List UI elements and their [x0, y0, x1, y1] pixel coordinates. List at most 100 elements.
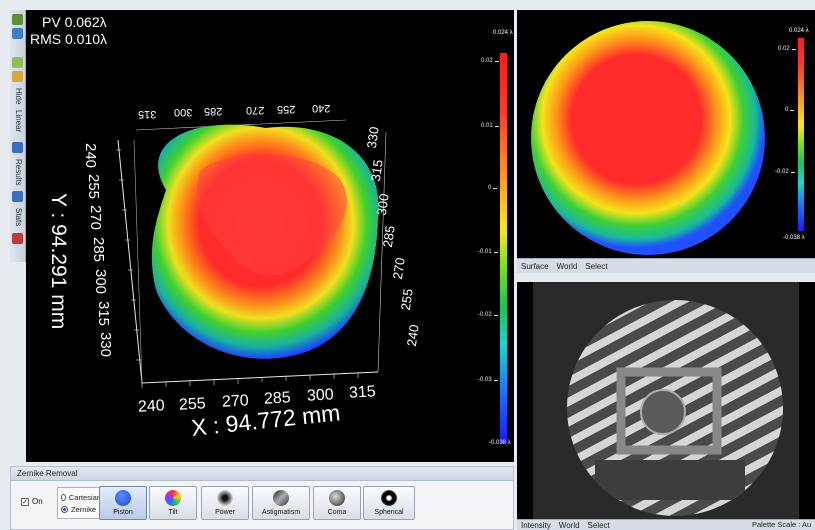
main-colorbar-tick: 0 — [488, 185, 499, 191]
radio-cartesian-label: Cartesian — [68, 492, 101, 502]
top-tick-label: 315 — [138, 108, 157, 120]
surface-3d-plot — [116, 119, 387, 388]
tilt-icon — [165, 490, 181, 506]
main-colorbar — [500, 53, 507, 443]
intensity-view[interactable] — [517, 282, 815, 519]
zernike-piston-button[interactable]: Piston — [99, 486, 147, 520]
piston-icon — [115, 490, 131, 506]
rms-value: RMS 0.010λ — [30, 31, 108, 47]
main-colorbar-tick: -0.02 — [478, 312, 498, 318]
zernike-coma-button[interactable]: Coma — [313, 486, 361, 520]
zernike-power-button[interactable]: Power — [201, 486, 249, 520]
y-tick-label: 255 — [85, 173, 103, 200]
view-2d-icon[interactable] — [12, 28, 23, 39]
main-colorbar-tick: 0.01 — [481, 123, 499, 129]
tab-world[interactable]: World — [556, 261, 578, 271]
zernike-astigmatism-button[interactable]: Astigmatism — [252, 486, 310, 520]
coma-icon — [329, 490, 345, 506]
top-tick-label: 270 — [246, 104, 265, 116]
surface-colorbar-tick: 0.02 — [778, 46, 796, 52]
tab-world[interactable]: World — [558, 520, 580, 530]
right-tick-label: 300 — [373, 192, 392, 217]
x-tick-label: 255 — [178, 395, 207, 414]
chart-icon[interactable] — [12, 232, 23, 244]
main-colorbar-tick: -0.01 — [478, 249, 498, 255]
radio-cartesian[interactable]: Cartesian — [61, 491, 101, 503]
left-vertical-toolbar: Hide Linear Results Stats — [10, 10, 26, 262]
piston-label: Piston — [113, 509, 133, 516]
right-tick-label: 255 — [397, 287, 416, 312]
y-tick-label: 270 — [87, 204, 105, 231]
surface-colorbar-tick: 0 — [785, 107, 796, 113]
pv-rms-readout: PV 0.062λ RMS 0.010λ — [30, 14, 107, 48]
tab-intensity[interactable]: Intensity — [521, 520, 551, 530]
astigmatism-label: Astigmatism — [261, 509, 301, 516]
coma-label: Coma — [327, 509, 347, 516]
top-tick-label: 300 — [174, 106, 193, 118]
tab-select[interactable]: Select — [587, 520, 610, 530]
surface-tabbar: Surface World Select — [517, 258, 815, 273]
grid-icon[interactable] — [12, 57, 23, 68]
toolbar-results[interactable]: Results — [14, 158, 23, 186]
main-colorbar-bottom-label: -0.038 λ — [489, 440, 511, 446]
surface-colorbar-top-label: 0.024 λ — [789, 28, 809, 34]
tab-surface[interactable]: Surface — [521, 261, 549, 271]
checkbox-box[interactable]: ✓ — [21, 497, 29, 506]
zernike-panel-title: Zernike Removal — [11, 467, 513, 481]
y-axis-title: Y : 94.291 mm — [47, 193, 70, 330]
surface-2d-map — [531, 21, 765, 255]
zernike-tilt-button[interactable]: Tilt — [149, 486, 197, 520]
intensity-tabbar: Intensity World Select — [517, 519, 815, 530]
top-tick-label: 285 — [204, 105, 223, 117]
top-tick-label: 255 — [277, 103, 296, 115]
y-tick-label: 315 — [95, 300, 113, 327]
surface-2d-view[interactable]: 0.024 λ -0.038 λ 0.02 0 -0.02 — [517, 10, 815, 258]
x-tick-label: 240 — [137, 397, 166, 416]
on-checkbox-label: On — [32, 497, 43, 506]
radio-zernike[interactable]: Zernike — [61, 503, 101, 515]
right-tick-label: 270 — [389, 256, 408, 281]
coordinate-radio-group: Cartesian Zernike — [57, 487, 105, 519]
surface-colorbar — [798, 38, 804, 231]
right-tick-label: 330 — [363, 125, 382, 150]
y-tick-label: 240 — [82, 142, 100, 169]
tilt-label: Tilt — [168, 509, 178, 516]
y-tick-label: 300 — [92, 268, 110, 295]
pv-value: PV 0.062λ — [42, 14, 107, 30]
surface-3d-view[interactable]: PV 0.062λ RMS 0.010λ — [26, 10, 514, 462]
y-tick-label: 285 — [90, 236, 108, 263]
spherical-icon — [381, 490, 397, 506]
view-3d-icon[interactable] — [12, 14, 23, 25]
palette-scale-label: Palette Scale : Au — [752, 520, 812, 529]
zernike-spherical-button[interactable]: Spherical — [363, 486, 415, 520]
astigmatism-icon — [273, 490, 289, 506]
on-checkbox[interactable]: ✓ On — [21, 497, 43, 506]
right-tick-label: 315 — [367, 158, 386, 183]
right-tick-label: 285 — [379, 224, 398, 249]
surface-colorbar-tick: -0.02 — [775, 169, 795, 175]
toolbar-stats[interactable]: Stats — [14, 208, 23, 227]
power-label: Power — [215, 509, 235, 516]
right-tick-label: 240 — [403, 323, 422, 348]
stats-icon[interactable] — [12, 191, 23, 203]
main-colorbar-tick: 0.02 — [481, 58, 499, 64]
radio-dot[interactable] — [61, 493, 66, 501]
top-tick-label: 240 — [312, 102, 331, 114]
zernike-removal-panel: Zernike Removal ✓ On Cartesian Zernike P… — [10, 466, 514, 530]
results-icon[interactable] — [12, 141, 23, 153]
main-colorbar-top-label: 0.024 λ — [493, 30, 513, 36]
radio-zernike-label: Zernike — [71, 504, 97, 514]
intensity-image — [533, 282, 799, 519]
main-colorbar-tick: -0.03 — [478, 377, 498, 383]
radio-dot[interactable] — [61, 505, 68, 513]
x-tick-label: 315 — [348, 383, 377, 402]
toolbar-linear[interactable]: Linear — [14, 110, 23, 133]
y-tick-label: 330 — [97, 331, 115, 358]
tab-select[interactable]: Select — [585, 261, 608, 271]
layout-icon[interactable] — [12, 71, 23, 82]
power-icon — [217, 490, 233, 506]
toolbar-hide[interactable]: Hide — [14, 88, 23, 105]
surface-colorbar-bottom-label: -0.038 λ — [783, 235, 805, 241]
spherical-label: Spherical — [374, 509, 404, 516]
